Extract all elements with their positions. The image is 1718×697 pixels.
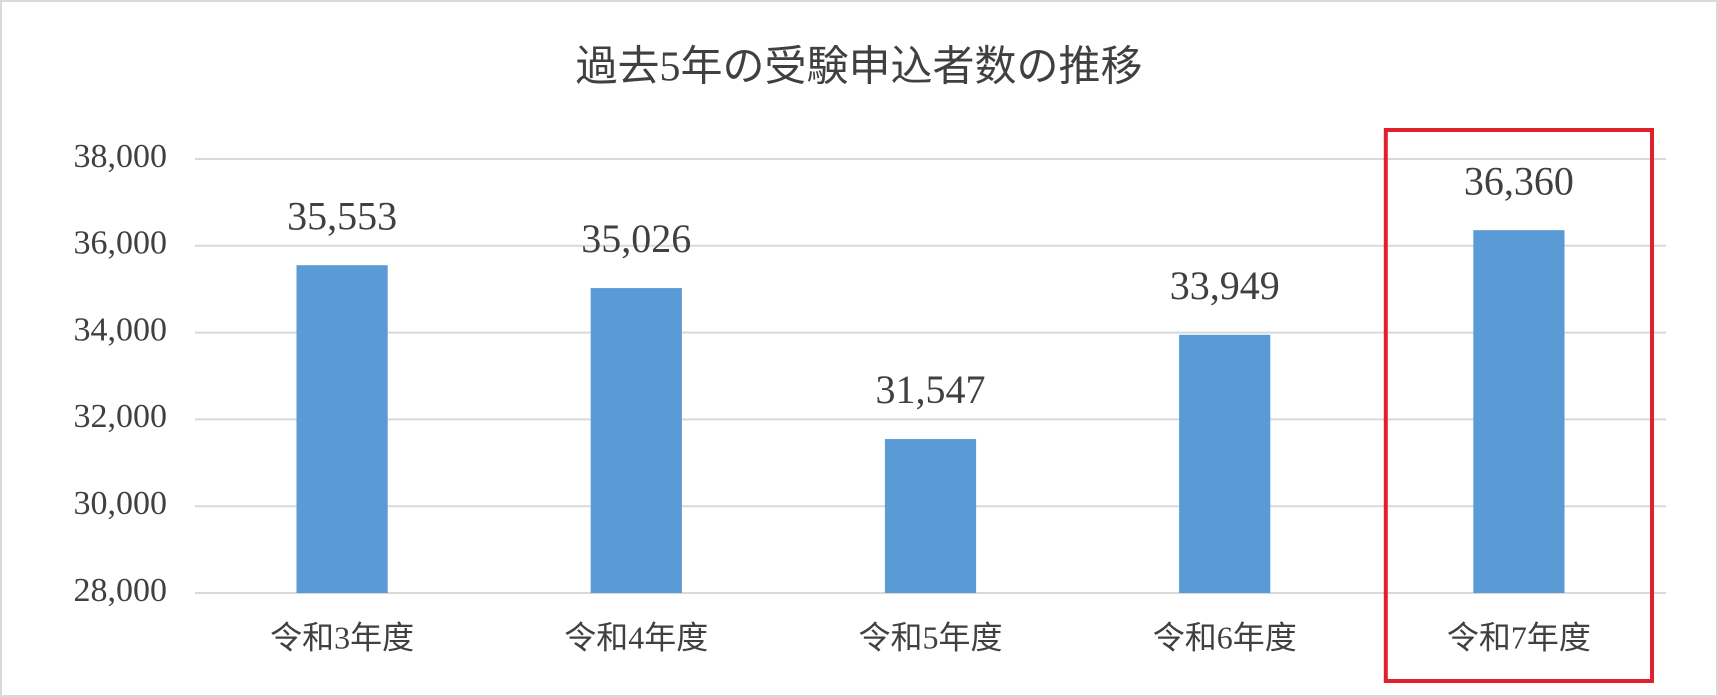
x-tick-label: 令和6年度 [1153, 619, 1297, 655]
data-label: 35,553 [287, 193, 397, 238]
y-tick-label: 32,000 [74, 398, 168, 435]
bar [1179, 334, 1271, 593]
y-tick-label: 30,000 [74, 485, 168, 522]
x-tick-label: 令和3年度 [270, 619, 414, 655]
x-tick-label: 令和4年度 [564, 619, 708, 655]
y-tick-label: 36,000 [74, 225, 168, 262]
bar [590, 288, 682, 593]
chart-title: 過去5年の受験申込者数の推移 [575, 44, 1142, 91]
x-tick-label: 令和5年度 [858, 619, 1002, 655]
bar [296, 265, 388, 593]
y-tick-label: 38,000 [74, 138, 168, 175]
y-tick-label: 34,000 [74, 311, 168, 348]
y-tick-label: 28,000 [74, 572, 168, 609]
data-label: 36,360 [1464, 158, 1574, 203]
bar [1473, 230, 1565, 593]
highlight-box [1383, 128, 1655, 683]
data-label: 35,026 [581, 216, 691, 261]
bar [884, 439, 977, 593]
data-label: 31,547 [876, 367, 986, 412]
x-tick-label: 令和7年度 [1447, 619, 1591, 655]
data-label: 33,949 [1170, 263, 1280, 308]
